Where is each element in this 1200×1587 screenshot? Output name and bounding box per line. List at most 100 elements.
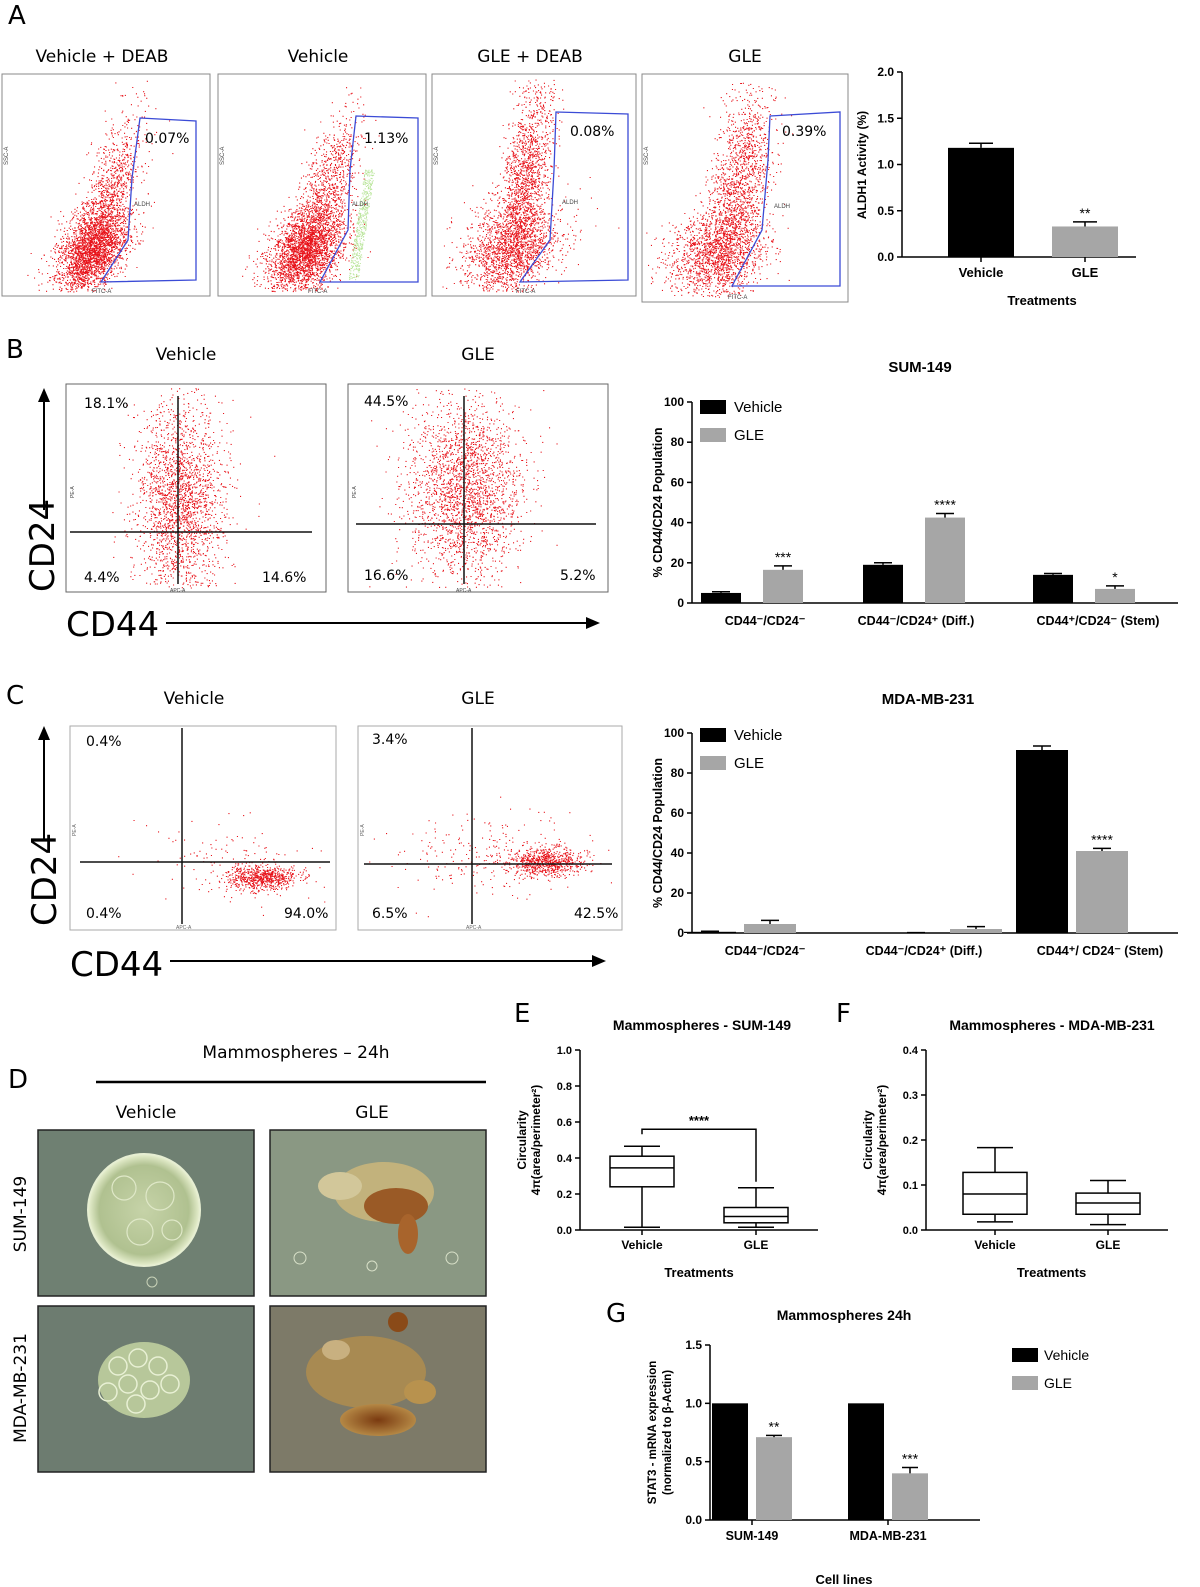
y-tick-label: 60 bbox=[671, 806, 685, 820]
bar-gle bbox=[892, 1473, 928, 1520]
y-tick-label: 0.4 bbox=[903, 1045, 919, 1057]
x-axis-title: Treatments bbox=[664, 1265, 733, 1280]
y-axis-label-a3: SSC-A bbox=[434, 147, 440, 165]
significance-label: *** bbox=[775, 549, 792, 565]
y-tick-label: 100 bbox=[664, 395, 684, 409]
flow-title-vehicle-deab: Vehicle + DEAB bbox=[36, 47, 169, 67]
quadrant-lr-c-gle: 42.5% bbox=[574, 906, 618, 922]
micrograph-sum149-gle bbox=[269, 1129, 487, 1297]
y-tick-label: 100 bbox=[664, 726, 684, 740]
cd24-axis-label-c: CD24 bbox=[25, 833, 65, 926]
panel-letter-g: G bbox=[606, 1299, 626, 1329]
y-axis-title-line1: Circularity bbox=[515, 1110, 529, 1170]
percent-a1: 0.07% bbox=[145, 131, 189, 147]
flow-plot-b-gle: 44.5% 16.6% 5.2% APC-A PE-A bbox=[347, 383, 609, 594]
micrograph-sum149-vehicle bbox=[37, 1129, 255, 1297]
quadrant-ul-c-gle: 3.4% bbox=[372, 732, 408, 748]
quadrant-lr-b-gle: 5.2% bbox=[560, 568, 596, 584]
y-tick-label: 20 bbox=[671, 886, 685, 900]
y-axis-title-line2: 4π(area/perimeter²) bbox=[529, 1085, 543, 1196]
legend-label-gle: GLE bbox=[734, 755, 764, 772]
gate-label-a4: ALDH bbox=[774, 204, 790, 210]
y-tick-label: 0 bbox=[677, 596, 684, 610]
y-tick-label: 0.5 bbox=[877, 204, 894, 218]
legend-label-vehicle: Vehicle bbox=[734, 399, 782, 416]
cd44-axis-label-b: CD44 bbox=[66, 605, 159, 645]
bar-gle bbox=[925, 517, 965, 603]
legend-swatch-vehicle bbox=[1012, 1348, 1038, 1362]
significance-label: ** bbox=[1080, 205, 1091, 221]
x-tick-label: GLE bbox=[744, 1238, 769, 1252]
chart-e-boxplot-sum149: 0.0 0.2 0.4 0.6 0.8 1.0 Vehicle GLE **** Mammosph… bbox=[515, 1017, 818, 1280]
cd24-axis-label-b: CD24 bbox=[23, 499, 63, 592]
significance-label: **** bbox=[1091, 831, 1113, 847]
x-tick-label: Vehicle bbox=[974, 1238, 1016, 1252]
significance-bracket bbox=[641, 1128, 757, 1182]
y-axis-small-c-vehicle: PE-A bbox=[72, 824, 78, 836]
x-axis-small-b-vehicle: APC-A bbox=[170, 588, 186, 594]
significance-label: ** bbox=[769, 1418, 780, 1434]
y-axis-small-b-gle: PE-A bbox=[352, 486, 358, 498]
x-tick-label: Vehicle bbox=[621, 1238, 663, 1252]
x-axis-small-b-gle: APC-A bbox=[456, 588, 472, 594]
flow-dots-a3 bbox=[442, 79, 620, 293]
x-axis-title: Treatments bbox=[1007, 293, 1076, 308]
y-tick-label: 0 bbox=[677, 926, 684, 940]
quadrant-ul-b-gle: 44.5% bbox=[364, 394, 408, 410]
y-axis-label-a2: SSC-A bbox=[220, 147, 226, 165]
flow-b-title-vehicle: Vehicle bbox=[156, 345, 217, 365]
aldh-gate-a4 bbox=[730, 111, 841, 287]
x-axis-small-c-vehicle: APC-A bbox=[176, 925, 192, 931]
y-tick-label: 80 bbox=[671, 766, 685, 780]
y-axis-small-c-gle: PE-A bbox=[360, 824, 366, 836]
y-tick-label: 0.5 bbox=[685, 1455, 702, 1469]
bar-vehicle bbox=[848, 1403, 884, 1520]
flow-dots-a2 bbox=[242, 87, 380, 293]
x-tick-label: CD44⁻/CD24⁺ (Diff.) bbox=[866, 944, 983, 958]
x-tick-label: Vehicle bbox=[959, 265, 1004, 280]
legend-swatch-gle bbox=[700, 756, 726, 770]
y-axis-title: ALDH1 Activity (%) bbox=[855, 111, 869, 219]
x-axis-small-c-gle: APC-A bbox=[466, 925, 482, 931]
legend-swatch-vehicle bbox=[700, 400, 726, 414]
box-iqr bbox=[609, 1155, 675, 1188]
bar-vehicle bbox=[863, 564, 903, 603]
micrograph-mda231-gle bbox=[269, 1305, 487, 1473]
y-axis-title: % CD44/CD24 Population bbox=[651, 758, 665, 908]
legend-label-gle: GLE bbox=[734, 427, 764, 444]
y-tick-label: 1.5 bbox=[877, 111, 894, 125]
x-axis-label-a4: FITC-A bbox=[728, 295, 747, 301]
y-axis-title-line2: 4π(area/perimeter²) bbox=[875, 1085, 889, 1196]
bar-vehicle bbox=[712, 1403, 748, 1520]
quadrant-lr-b-vehicle: 14.6% bbox=[262, 570, 306, 586]
bar-vehicle bbox=[948, 147, 1014, 257]
legend-swatch-gle bbox=[700, 428, 726, 442]
x-tick-label: MDA-MB-231 bbox=[849, 1529, 926, 1543]
flow-title-vehicle: Vehicle bbox=[288, 47, 349, 67]
significance-label: * bbox=[1112, 569, 1118, 585]
panel-letter-c: C bbox=[6, 681, 24, 711]
y-tick-label: 1.0 bbox=[685, 1396, 702, 1410]
x-tick-label: GLE bbox=[1096, 1238, 1121, 1252]
chart-title: MDA-MB-231 bbox=[882, 691, 975, 708]
y-tick-label: 80 bbox=[671, 435, 685, 449]
flow-plot-a2: 1.13% ALDH FITC-A SSC-A bbox=[217, 73, 427, 297]
flow-b-title-gle: GLE bbox=[461, 345, 494, 365]
cd44-axis-label-c: CD44 bbox=[70, 945, 163, 985]
flow-c-title-vehicle: Vehicle bbox=[164, 689, 225, 709]
y-axis-title: % CD44/CD24 Population bbox=[651, 427, 665, 577]
quadrant-ul-b-vehicle: 18.1% bbox=[84, 396, 128, 412]
panel-letter-e: E bbox=[514, 999, 530, 1029]
flow-dot-cloud bbox=[242, 87, 380, 293]
panel-letter-f: F bbox=[836, 999, 851, 1029]
y-tick-label: 0.0 bbox=[685, 1513, 702, 1527]
bar-gle bbox=[1076, 851, 1128, 933]
panel-c-flow-plots: Vehicle GLE 0.4% 0.4% 94.0% APC-A PE-A 3… bbox=[25, 689, 623, 985]
legend-label-gle: GLE bbox=[1044, 1375, 1072, 1391]
y-tick-label: 0.3 bbox=[903, 1090, 918, 1102]
box-iqr bbox=[723, 1206, 789, 1224]
micrograph-mda231-vehicle bbox=[37, 1305, 255, 1473]
y-tick-label: 40 bbox=[671, 846, 685, 860]
gate-label-a2: ALDH bbox=[352, 202, 368, 208]
